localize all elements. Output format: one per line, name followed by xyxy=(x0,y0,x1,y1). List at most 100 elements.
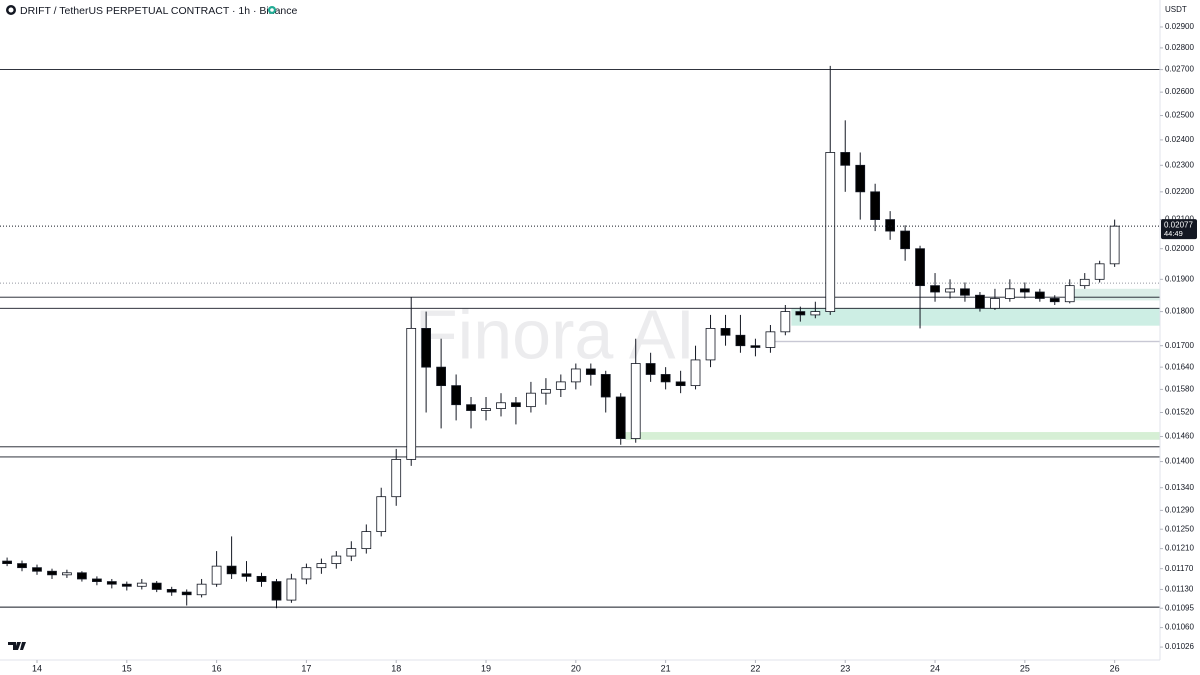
y-tick-label: 0.02200 xyxy=(1165,187,1194,196)
y-tick-label: 0.01210 xyxy=(1165,544,1194,553)
candle-body xyxy=(1064,285,1075,303)
symbol-icon xyxy=(8,7,14,13)
y-tick-label: 0.02900 xyxy=(1165,22,1194,31)
x-tick-label: 20 xyxy=(571,663,581,673)
candle-body xyxy=(77,572,87,580)
candle-body xyxy=(331,555,342,565)
y-tick-label: 0.02300 xyxy=(1165,160,1194,169)
candle-body xyxy=(795,311,806,316)
candle-body xyxy=(376,496,387,533)
y-tick-label: 0.01060 xyxy=(1165,623,1194,632)
candle-body xyxy=(421,328,431,368)
candle-body xyxy=(32,567,42,572)
candle-body xyxy=(226,565,237,575)
candle-body xyxy=(810,311,821,316)
candle-body xyxy=(870,191,881,220)
y-tick-label: 0.01800 xyxy=(1165,307,1194,316)
candle-body xyxy=(2,560,12,565)
candle-body xyxy=(585,368,596,375)
candle-body xyxy=(151,582,162,590)
x-tick-label: 26 xyxy=(1110,663,1120,673)
y-tick-label: 0.01250 xyxy=(1165,524,1194,533)
x-tick-label: 24 xyxy=(930,663,940,673)
candle-body xyxy=(451,385,461,406)
y-tick-label: 0.01460 xyxy=(1165,432,1194,441)
zone xyxy=(625,432,1160,440)
candle-body xyxy=(196,583,207,596)
zone xyxy=(768,340,1160,343)
plot xyxy=(0,65,1160,609)
y-tick-label: 0.01700 xyxy=(1165,341,1194,350)
candle-body xyxy=(496,402,506,409)
candle-body xyxy=(106,581,117,585)
candle-body xyxy=(62,572,72,576)
x-tick-label: 15 xyxy=(122,663,132,673)
candle-body xyxy=(615,396,626,439)
y-tick-label: 0.02400 xyxy=(1165,135,1194,144)
y-tick-label: 0.01900 xyxy=(1165,274,1194,283)
candle-body xyxy=(286,578,297,601)
candle-body xyxy=(1004,288,1015,299)
x-tick-label: 21 xyxy=(661,663,671,673)
candle-body xyxy=(1094,263,1105,280)
candle-body xyxy=(181,591,192,596)
candle-body xyxy=(466,404,476,411)
y-tick-label: 0.02500 xyxy=(1165,111,1194,120)
y-tick-label: 0.02800 xyxy=(1165,43,1194,52)
candle-body xyxy=(211,565,222,585)
y-tick-label: 0.02700 xyxy=(1165,65,1194,74)
candle-body xyxy=(885,219,896,232)
candle-body xyxy=(436,366,446,387)
candle-body xyxy=(346,548,357,557)
x-tick-label: 17 xyxy=(301,663,311,673)
candle-body xyxy=(750,345,761,348)
candle-body xyxy=(690,359,701,387)
x-tick-label: 18 xyxy=(391,663,401,673)
candle-body xyxy=(47,570,57,576)
last-price-label: 0.02077 xyxy=(1164,220,1193,229)
candle-body xyxy=(645,363,656,375)
candle-body xyxy=(960,288,970,296)
candle-body xyxy=(600,374,611,398)
y-tick-label: 0.02600 xyxy=(1165,87,1194,96)
candle-body xyxy=(630,363,641,439)
currency-label: USDT xyxy=(1165,5,1187,14)
tv-logo[interactable] xyxy=(8,642,26,650)
candle-body xyxy=(121,583,132,587)
watermark: Finora AI xyxy=(415,295,695,373)
candle-body xyxy=(855,164,866,193)
candle-body xyxy=(241,573,252,577)
y-tick-label: 0.01640 xyxy=(1165,362,1194,371)
y-tick-label: 0.01095 xyxy=(1165,603,1194,612)
candle-body xyxy=(975,294,985,309)
candle-body xyxy=(136,582,147,587)
candle-body xyxy=(765,331,776,348)
candle-body xyxy=(17,563,27,569)
y-tick-label: 0.01340 xyxy=(1165,483,1194,492)
y-tick-label: 0.01580 xyxy=(1165,384,1194,393)
y-tick-label: 0.01130 xyxy=(1165,585,1194,594)
y-tick-label: 0.01170 xyxy=(1165,564,1194,573)
candle-body xyxy=(780,311,791,333)
candle-body xyxy=(406,328,417,460)
candle-body xyxy=(705,328,716,361)
candle-body xyxy=(391,459,402,498)
candle-body xyxy=(1034,291,1045,299)
candle-body xyxy=(675,381,686,387)
candle-body xyxy=(541,388,551,394)
x-tick-label: 16 xyxy=(212,663,222,673)
y-tick-label: 0.01026 xyxy=(1165,642,1194,651)
candle-body xyxy=(570,368,581,383)
candle-body xyxy=(271,581,282,601)
candle-body xyxy=(511,402,521,408)
candle-body xyxy=(526,392,536,408)
candle-body xyxy=(361,531,372,550)
countdown: 44:49 xyxy=(1164,229,1183,238)
candle-body xyxy=(166,589,177,593)
candle-body xyxy=(301,567,312,580)
candle-body xyxy=(481,408,491,411)
candle-body xyxy=(316,563,327,569)
